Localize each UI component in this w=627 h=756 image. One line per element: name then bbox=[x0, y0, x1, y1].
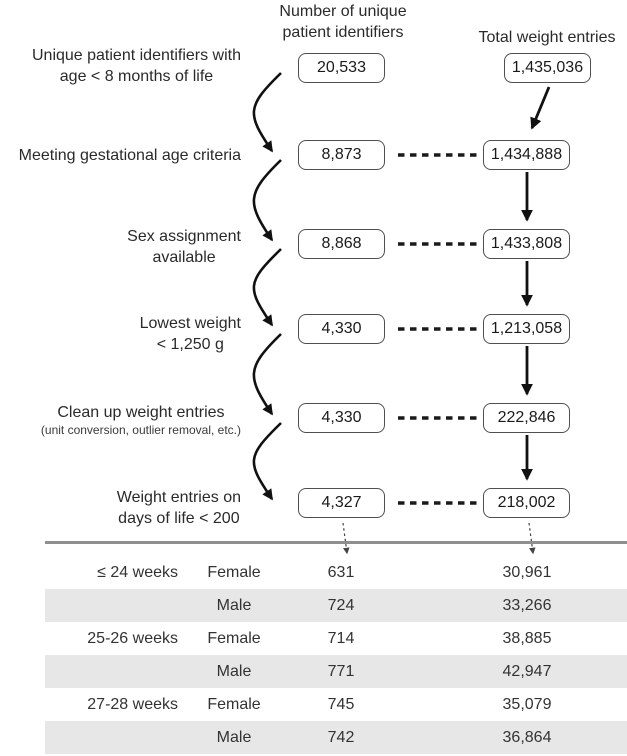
step-label-5-line1: Clean up weight entries bbox=[57, 404, 225, 421]
table-cell-patients: 631 bbox=[327, 564, 355, 581]
patients-box-1: 20,533 bbox=[298, 53, 385, 83]
step-label-4: Lowest weight < 1,250 g bbox=[140, 313, 241, 355]
step-label-3-line2: available bbox=[152, 249, 216, 266]
curved-arrow-step4 bbox=[252, 333, 282, 416]
table-cell-group: ≤ 24 weeks bbox=[97, 564, 178, 581]
patients-box-3: 8,868 bbox=[298, 229, 385, 259]
curved-arrows-group bbox=[252, 72, 282, 501]
table-cell-patients: 771 bbox=[327, 663, 355, 680]
step-label-1-line1: Unique patient identifiers with bbox=[31, 47, 241, 64]
table-cell-weights: 33,266 bbox=[502, 597, 552, 614]
weights-box-1: 1,435,036 bbox=[504, 53, 591, 83]
step-label-2-line1: Meeting gestational age criteria bbox=[18, 147, 241, 164]
weights-column-header: Total weight entries bbox=[457, 27, 627, 48]
table-cell-patients: 742 bbox=[327, 729, 355, 746]
table-row: Male 724 33,266 bbox=[0, 589, 627, 622]
patients-box-2: 8,873 bbox=[298, 140, 385, 170]
step-label-6-line2: days of life < 200 bbox=[118, 510, 240, 527]
dotted-arrow-weights bbox=[528, 522, 536, 555]
table-cell-weights: 35,079 bbox=[502, 696, 552, 713]
table-cell-weights: 36,864 bbox=[502, 729, 552, 746]
patients-box-4: 4,330 bbox=[298, 314, 385, 344]
step-label-1: Unique patient identifiers with age < 8 … bbox=[32, 45, 241, 87]
step-label-5-line2: (unit conversion, outlier removal, etc.) bbox=[40, 423, 241, 437]
patients-column-header-line2: patient identifiers bbox=[282, 24, 404, 41]
patients-column-header: Number of unique patient identifiers bbox=[243, 1, 443, 43]
table-row: 25-26 weeks Female 714 38,885 bbox=[0, 622, 627, 655]
step-label-5: Clean up weight entries (unit conversion… bbox=[41, 402, 241, 438]
curved-arrow-step1 bbox=[252, 72, 282, 153]
weights-box-2: 1,434,888 bbox=[483, 140, 570, 170]
patients-box-6: 4,327 bbox=[298, 488, 385, 518]
table-row: Male 742 36,864 bbox=[0, 721, 627, 754]
dotted-arrows-group bbox=[342, 522, 536, 555]
weights-box-5: 222,846 bbox=[483, 403, 570, 433]
step-label-3-line1: Sex assignment bbox=[127, 228, 241, 245]
table-row: 27-28 weeks Female 745 35,079 bbox=[0, 688, 627, 721]
table-cell-sex: Female bbox=[207, 630, 261, 647]
table-cell-sex: Male bbox=[216, 663, 252, 680]
table-row: ≤ 24 weeks Female 631 30,961 bbox=[0, 556, 627, 589]
table-cell-group: 27-28 weeks bbox=[87, 696, 178, 713]
table-cell-sex: Male bbox=[216, 729, 252, 746]
step-label-6: Weight entries on days of life < 200 bbox=[117, 487, 241, 529]
diagonal-arrow bbox=[530, 86, 551, 130]
step-label-2: Meeting gestational age criteria bbox=[19, 145, 241, 166]
weights-box-3: 1,433,808 bbox=[483, 229, 570, 259]
table-separator-line bbox=[45, 541, 627, 544]
patients-column-header-line1: Number of unique bbox=[279, 3, 407, 20]
table-cell-sex: Female bbox=[207, 564, 261, 581]
weights-box-6: 218,002 bbox=[483, 488, 570, 518]
step-label-3: Sex assignment available bbox=[127, 226, 241, 268]
step-label-4-line1: Lowest weight bbox=[139, 315, 241, 332]
table-cell-patients: 714 bbox=[327, 630, 355, 647]
table-cell-group: 25-26 weeks bbox=[87, 630, 178, 647]
curved-arrow-step5 bbox=[252, 422, 282, 501]
table-cell-sex: Female bbox=[207, 696, 261, 713]
weights-column-header-line: Total weight entries bbox=[478, 29, 616, 46]
table-cell-weights: 30,961 bbox=[502, 564, 552, 581]
dashed-connectors-group bbox=[398, 153, 477, 505]
curved-arrow-step3 bbox=[252, 248, 282, 327]
curved-arrow-step2 bbox=[252, 159, 282, 242]
dotted-arrow-patients bbox=[342, 522, 350, 555]
table-cell-patients: 745 bbox=[327, 696, 355, 713]
table-row: Male 771 42,947 bbox=[0, 655, 627, 688]
table-cell-patients: 724 bbox=[327, 597, 355, 614]
weights-box-4: 1,213,058 bbox=[483, 314, 570, 344]
patients-box-5: 4,330 bbox=[298, 403, 385, 433]
table-cell-weights: 38,885 bbox=[502, 630, 552, 647]
table-cell-weights: 42,947 bbox=[502, 663, 552, 680]
step-label-1-line2: age < 8 months of life bbox=[59, 68, 214, 85]
step-label-6-line1: Weight entries on bbox=[116, 489, 241, 506]
table-cell-sex: Male bbox=[216, 597, 252, 614]
step-label-4-line2: < 1,250 g bbox=[156, 336, 224, 353]
